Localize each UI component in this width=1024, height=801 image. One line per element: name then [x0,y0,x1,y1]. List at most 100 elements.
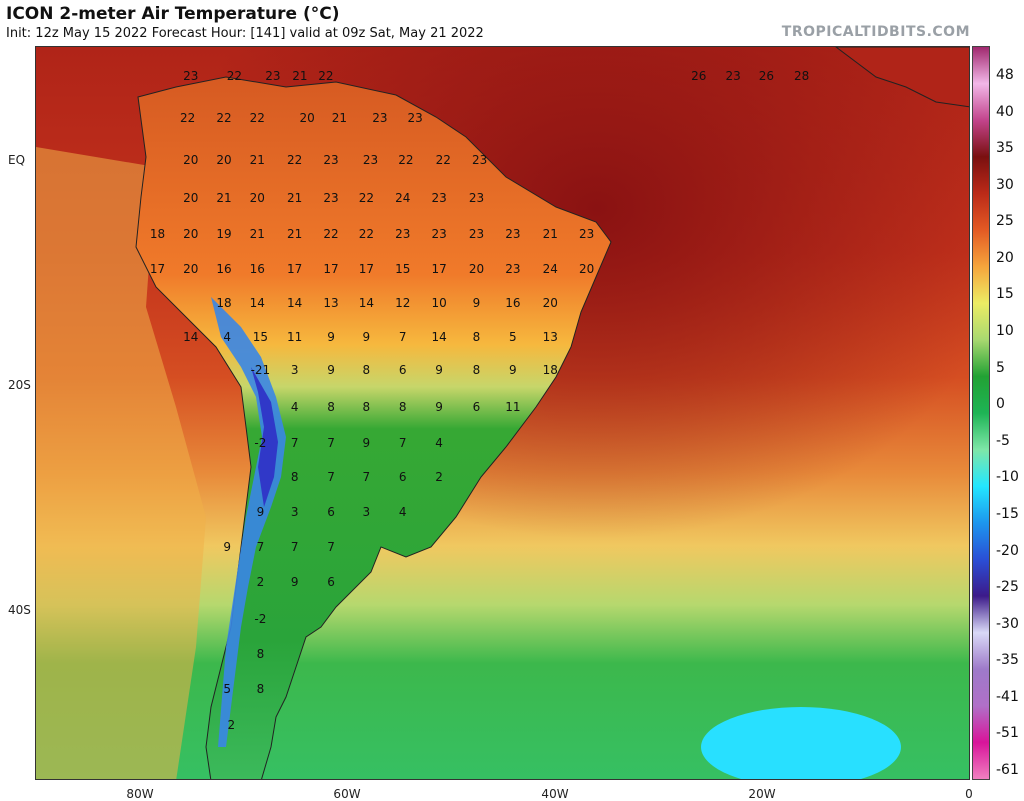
temperature-value: 17 [323,261,339,276]
colorbar-label: 30 [996,176,1014,193]
temperature-value: -21 [250,362,271,377]
colorbar-label: -61 [996,762,1019,778]
temperature-value: 2 [256,575,265,590]
temperature-value: 4 [435,435,443,450]
temperature-value: 22 [249,110,265,125]
temperature-value: 20 [249,190,265,205]
temperature-value: 18 [149,227,166,242]
colorbar-label: -51 [996,725,1019,742]
temperature-value: 18 [542,362,558,377]
temperature-value: 18 [216,296,232,311]
colorbar [972,46,990,780]
temperature-value: 7 [290,435,299,450]
temperature-value: 9 [472,296,481,311]
temperature-value: 15 [395,261,411,276]
temperature-value: 7 [327,539,335,554]
temperature-value: 24 [542,261,558,276]
temperature-value: 8 [256,646,265,661]
temperature-value: 15 [252,330,269,345]
cold-pool-south [701,707,901,779]
temperature-value: 9 [327,330,335,345]
temperature-value: 9 [327,362,335,377]
temperature-value: 8 [256,682,265,697]
temperature-value: 20 [578,261,595,276]
temperature-value: 21 [249,153,265,168]
temperature-value: 3 [362,505,371,520]
temperature-value: 13 [542,330,558,345]
temperature-value: 26 [691,69,707,84]
temperature-value: 23 [265,69,281,84]
temperature-value: 11 [287,330,303,345]
lon-label-40w: 40W [541,787,569,801]
africa-land [835,47,969,108]
temperature-value: 21 [216,190,232,205]
temperature-value: 23 [395,227,411,242]
temperature-value: -2 [254,435,267,450]
colorbar-label: -20 [996,542,1019,559]
temperature-value: 7 [256,539,265,554]
temperature-value: 23 [505,227,521,242]
map-svg [36,47,969,779]
temperature-value: 6 [327,505,335,520]
colorbar-label: -10 [996,469,1019,486]
pacific-cool-band [36,147,206,779]
temperature-value: 20 [183,227,199,242]
temperature-value: 23 [372,110,388,125]
temperature-value: 21 [287,190,303,205]
temperature-value: 5 [223,682,231,697]
temperature-value: 26 [758,69,774,84]
colorbar-label: -15 [996,505,1019,522]
colorbar-label: 5 [996,359,1005,376]
temperature-value: 9 [509,362,517,377]
temperature-value: 19 [216,227,232,242]
temperature-value: 8 [362,362,371,377]
temperature-value: 16 [505,296,521,311]
temperature-value: 9 [362,330,371,345]
temperature-value: 22 [287,153,303,168]
temperature-value: 22 [180,110,196,125]
colorbar-label: 10 [996,323,1014,340]
temperature-value: 21 [331,110,347,125]
temperature-value: 21 [249,227,265,242]
temperature-value: 20 [183,261,199,276]
temperature-value: 8 [472,330,481,345]
temperature-value: 7 [398,330,407,345]
temperature-value: 12 [395,296,411,311]
temperature-value: 23 [323,153,339,168]
temperature-value: 3 [290,505,299,520]
temperature-value: 23 [471,153,488,168]
temperature-value: 2 [435,469,443,484]
temperature-value: 7 [327,469,335,484]
temperature-value: 13 [323,296,339,311]
colorbar-label: 35 [996,140,1014,157]
colorbar-label: -30 [996,615,1019,632]
temperature-value: 9 [435,362,443,377]
temperature-value: 7 [362,469,371,484]
temperature-value: 23 [323,190,339,205]
colorbar-label: -5 [996,432,1010,449]
temperature-value: 20 [183,153,199,168]
temperature-value: 5 [509,330,517,345]
lat-label-20s: 20S [8,378,31,392]
temperature-value: 22 [358,190,374,205]
temperature-value: 9 [256,505,265,520]
lat-label-40s: 40S [8,603,31,617]
temperature-value: 8 [398,400,407,415]
lat-label-eq: EQ [8,153,26,167]
temperature-map: 23 22 23 21 22 26 23 26 28 22 22 22 20 21 23 23 20 20 21 22… [35,46,970,780]
temperature-value: 21 [287,227,303,242]
temperature-value: 9 [435,400,443,415]
temperature-value: 6 [327,575,335,590]
temperature-value: 7 [398,435,407,450]
temperature-value: 14 [358,296,374,311]
temperature-value: 7 [327,435,335,450]
map-title: ICON 2-meter Air Temperature (°C) [6,4,340,24]
temperature-value: 20 [468,261,485,276]
colorbar-label: -25 [996,579,1019,596]
temperature-value: 23 [505,261,521,276]
temperature-value: 6 [472,400,481,415]
temperature-value: 6 [398,469,407,484]
temperature-value: 17 [431,261,447,276]
temperature-value: 20 [216,153,232,168]
temperature-value: 4 [290,400,299,415]
